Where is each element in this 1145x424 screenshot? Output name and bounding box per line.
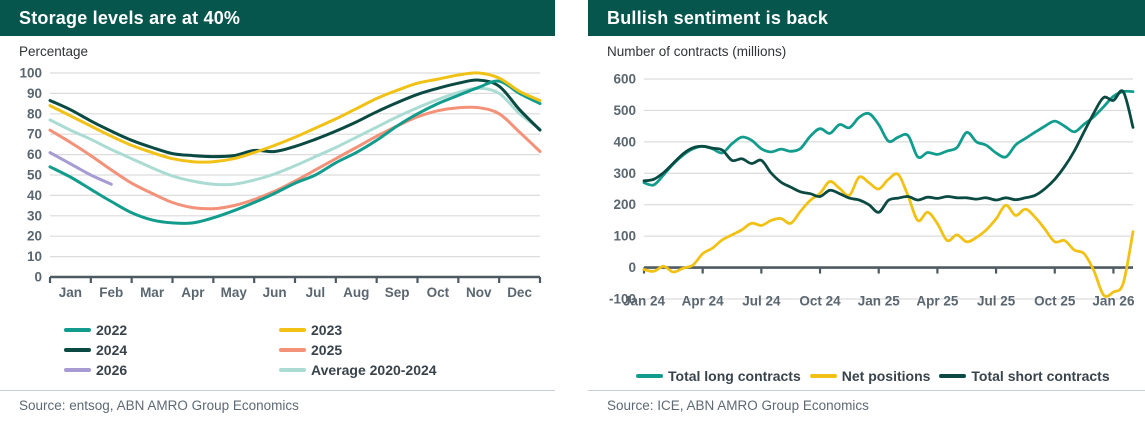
legend-item: 2022	[64, 322, 279, 338]
legend-swatch	[279, 328, 306, 332]
svg-text:80: 80	[27, 106, 42, 121]
legend-item: 2023	[279, 322, 555, 338]
storage-chart-box: 0 10 20 30 40 50 60 70 80 90 100 Jan Feb Mar Apr May Jun…	[0, 61, 555, 320]
sentiment-subtitle: Number of contracts (millions)	[607, 44, 787, 59]
storage-divider	[0, 390, 555, 391]
sentiment-footer: Source: ICE, ABN AMRO Group Economics	[588, 384, 1145, 413]
legend-label: Net positions	[841, 368, 931, 384]
svg-text:40: 40	[27, 188, 42, 203]
legend-swatch	[64, 348, 91, 352]
storage-panel: Storage levels are at 40% Percentage 0 10…	[0, 0, 555, 413]
svg-text:Jan 24: Jan 24	[623, 294, 666, 309]
legend-label: Total long contracts	[668, 368, 801, 384]
svg-text:Dec: Dec	[507, 285, 532, 300]
sentiment-header-bar: Bullish sentiment is back	[588, 0, 1145, 36]
svg-text:30: 30	[27, 208, 42, 223]
svg-text:Oct 24: Oct 24	[799, 294, 841, 309]
charts-row: Storage levels are at 40% Percentage 0 10…	[0, 0, 1145, 413]
legend-label: 2025	[311, 342, 343, 358]
series-total-short-contracts	[642, 89, 1135, 214]
svg-text:400: 400	[613, 134, 636, 149]
svg-text:May: May	[221, 285, 248, 300]
svg-text:600: 600	[613, 72, 636, 87]
svg-text:Sep: Sep	[385, 285, 410, 300]
storage-levels-chart: 0 10 20 30 40 50 60 70 80 90 100 Jan Feb Mar Apr May Jun…	[19, 66, 542, 300]
storage-header-bar: Storage levels are at 40%	[0, 0, 555, 36]
legend-item: Net positions	[809, 368, 931, 384]
series-2023	[48, 71, 542, 164]
legend-item: Total long contracts	[636, 368, 801, 384]
storage-footer: Source: entsog, ABN AMRO Group Economics	[0, 384, 555, 413]
legend-swatch	[64, 328, 91, 332]
svg-text:Aug: Aug	[343, 285, 369, 300]
legend-label: 2026	[96, 362, 128, 378]
storage-legend: 2022 2023 2024 2025 2026 Average 2020-2024	[64, 322, 555, 378]
svg-text:0: 0	[34, 270, 42, 285]
svg-text:50: 50	[27, 168, 42, 183]
sentiment-title: Bullish sentiment is back	[607, 7, 829, 28]
svg-text:0: 0	[628, 260, 636, 275]
svg-text:60: 60	[27, 147, 42, 162]
legend-swatch	[279, 348, 306, 352]
svg-text:500: 500	[613, 103, 636, 118]
legend-swatch	[279, 368, 306, 372]
svg-text:Apr 25: Apr 25	[916, 294, 959, 309]
legend-item: 2025	[279, 342, 555, 358]
series-average-2020-2024	[48, 86, 542, 187]
svg-text:Jan 26: Jan 26	[1092, 294, 1135, 309]
legend-item: Average 2020-2024	[279, 362, 555, 378]
series-2022	[48, 79, 542, 225]
series-2026	[48, 151, 113, 186]
legend-label: 2024	[96, 342, 128, 358]
svg-text:Jun: Jun	[263, 285, 287, 300]
svg-text:Jul 24: Jul 24	[742, 294, 781, 309]
svg-text:-100: -100	[609, 292, 636, 307]
legend-label: Total short contracts	[971, 368, 1110, 384]
legend-item: 2026	[64, 362, 279, 378]
svg-text:Jan: Jan	[59, 285, 82, 300]
sentiment-legend: Total long contracts Net positions Total s…	[636, 368, 1145, 384]
svg-text:10: 10	[27, 249, 42, 264]
legend-item: 2024	[64, 342, 279, 358]
legend-label: 2023	[311, 322, 343, 338]
legend-swatch	[809, 374, 837, 378]
legend-swatch	[64, 368, 91, 372]
legend-swatch	[939, 374, 967, 378]
svg-text:70: 70	[27, 127, 42, 142]
series-2025	[48, 105, 542, 211]
svg-text:Mar: Mar	[140, 285, 165, 300]
legend-label: 2022	[96, 322, 128, 338]
storage-title: Storage levels are at 40%	[19, 7, 241, 28]
svg-text:Apr 24: Apr 24	[682, 294, 725, 309]
sentiment-panel: Bullish sentiment is back Number of cont…	[588, 0, 1145, 413]
svg-text:Jan 25: Jan 25	[858, 294, 901, 309]
contracts-chart: -100 0 100 200 300 400 500 600 Jan 24 Apr 24 Jul 2…	[609, 72, 1135, 309]
series-2024	[48, 78, 542, 159]
svg-text:Jul: Jul	[306, 285, 326, 300]
svg-text:90: 90	[27, 86, 42, 101]
svg-text:100: 100	[19, 66, 42, 81]
svg-text:Jul 25: Jul 25	[977, 294, 1016, 309]
legend-label: Average 2020-2024	[311, 362, 437, 378]
svg-text:Feb: Feb	[99, 285, 123, 300]
legend-swatch	[636, 374, 663, 378]
svg-text:20: 20	[27, 229, 42, 244]
svg-text:300: 300	[613, 166, 636, 181]
storage-source: Source: entsog, ABN AMRO Group Economics	[19, 398, 299, 413]
legend-item: Total short contracts	[939, 368, 1110, 384]
sentiment-source: Source: ICE, ABN AMRO Group Economics	[607, 398, 869, 413]
svg-text:Apr: Apr	[181, 285, 205, 300]
svg-text:100: 100	[613, 229, 636, 244]
storage-subtitle: Percentage	[19, 44, 89, 59]
series-net-positions	[642, 172, 1135, 298]
svg-text:Oct 25: Oct 25	[1034, 294, 1076, 309]
sentiment-divider	[588, 390, 1145, 391]
svg-text:200: 200	[613, 197, 636, 212]
sentiment-chart-box: -100 0 100 200 300 400 500 600 Jan 24 Apr 24 Jul 2…	[588, 61, 1145, 362]
svg-text:Nov: Nov	[466, 285, 492, 300]
svg-text:Oct: Oct	[427, 285, 450, 300]
